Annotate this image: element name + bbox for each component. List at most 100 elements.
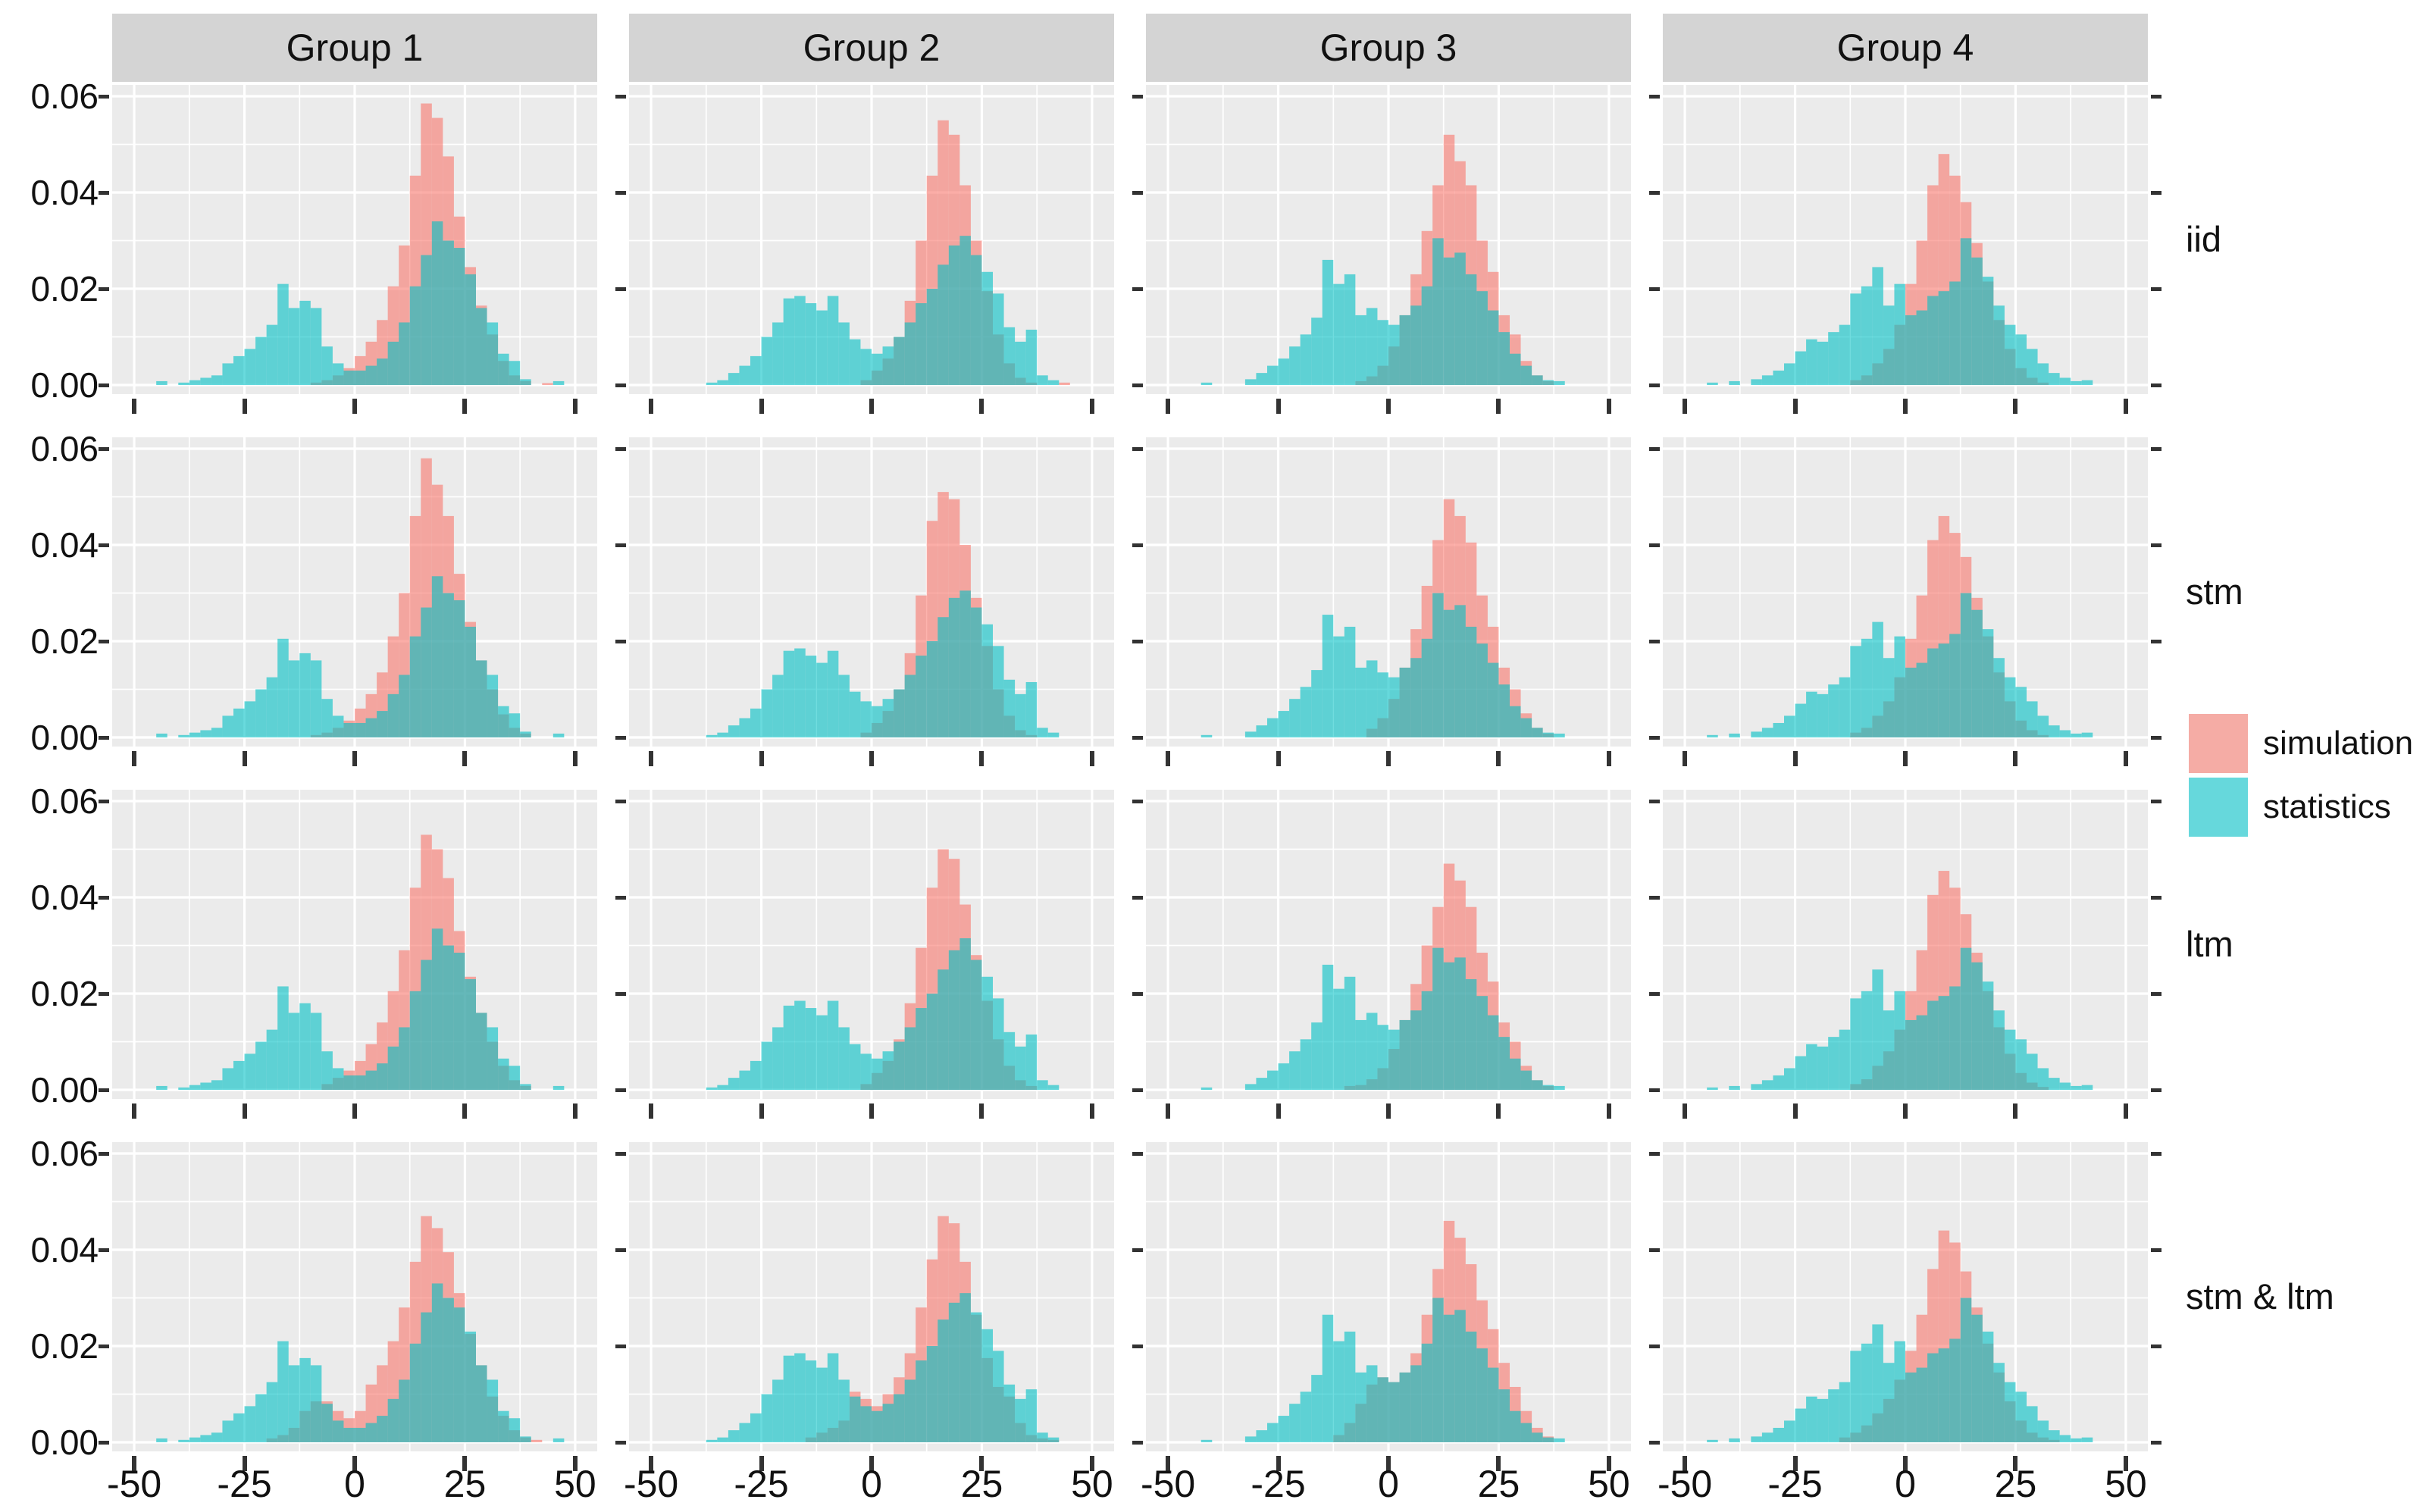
y-axis-tick <box>1132 447 1143 451</box>
y-axis-tick <box>1649 1088 1660 1092</box>
x-axis-tick <box>462 751 468 766</box>
y-axis-tick <box>99 736 109 740</box>
histogram-plot <box>629 85 1114 394</box>
y-tick-label: 0.06 <box>30 1134 99 1173</box>
histogram-plot <box>1146 1142 1631 1451</box>
legend-label-statistics: statistics <box>2263 788 2391 825</box>
y-tick-label: 0.06 <box>30 429 99 468</box>
x-axis-tick <box>869 399 874 414</box>
y-axis-tick <box>615 896 626 900</box>
x-axis-tick <box>1496 1456 1501 1471</box>
x-axis-tick <box>1386 399 1391 414</box>
x-axis-tick <box>759 1456 764 1471</box>
histogram-plot <box>1663 437 2148 747</box>
x-tick-label: 25 <box>443 1463 487 1505</box>
x-tick-label: -50 <box>1140 1463 1196 1505</box>
x-axis-tick <box>1089 1456 1094 1471</box>
y-axis-tick <box>1649 95 1660 99</box>
facet-panel-iid-group-1 <box>112 85 597 394</box>
x-axis-tick <box>1683 751 1688 766</box>
y-axis-tick <box>2151 95 2161 99</box>
x-axis-tick <box>1606 751 1611 766</box>
y-axis-tick <box>1649 287 1660 291</box>
y-tick-label: 0.04 <box>30 1230 99 1269</box>
x-axis-tick <box>352 751 357 766</box>
facet-strip-group-3: Group 3 <box>1146 14 1631 82</box>
x-axis-tick <box>462 1103 468 1119</box>
facet-panel-ltm-group-1 <box>112 790 597 1099</box>
y-axis-tick <box>1132 1441 1143 1445</box>
x-tick-label: -25 <box>734 1463 789 1505</box>
y-axis-tick <box>615 95 626 99</box>
y-tick-label: 0.02 <box>30 974 99 1013</box>
y-tick-label: 0.00 <box>30 1423 99 1462</box>
x-axis-tick <box>2123 1456 2128 1471</box>
facet-strip-label: Group 4 <box>1836 27 1974 69</box>
y-axis-tick <box>1649 447 1660 451</box>
x-axis-tick <box>1386 751 1391 766</box>
x-tick-label: -25 <box>1251 1463 1306 1505</box>
y-axis-tick <box>2151 1248 2161 1252</box>
x-axis-tick <box>1792 1456 1798 1471</box>
x-axis-tick <box>2013 399 2018 414</box>
x-axis-tick <box>242 399 247 414</box>
x-axis-tick <box>2013 1103 2018 1119</box>
facet-panel-stm-ltm-group-3 <box>1146 1142 1631 1451</box>
y-axis-tick <box>615 1441 626 1445</box>
x-axis-tick <box>979 751 984 766</box>
y-axis-tick <box>1649 1152 1660 1156</box>
y-axis-tick <box>2151 800 2161 803</box>
y-axis-tick <box>1649 992 1660 996</box>
x-axis-tick <box>2013 1456 2018 1471</box>
x-axis-tick <box>1386 1103 1391 1119</box>
y-axis-tick <box>99 383 109 387</box>
facet-strip-label: Group 2 <box>803 27 941 69</box>
facet-row-label-stm-ltm: stm & ltm <box>2186 1276 2334 1316</box>
x-axis-tick <box>1386 1456 1391 1471</box>
x-axis-tick <box>1276 1103 1281 1119</box>
y-axis-tick <box>1132 543 1143 547</box>
x-axis-tick <box>1276 399 1281 414</box>
histogram-plot <box>629 790 1114 1099</box>
x-axis-tick <box>979 399 984 414</box>
x-axis-tick <box>1166 1456 1171 1471</box>
facet-panel-ltm-group-4 <box>1663 790 2148 1099</box>
y-tick-label: 0.02 <box>30 1326 99 1366</box>
x-tick-label: -25 <box>1767 1463 1823 1505</box>
x-axis-tick <box>979 1456 984 1471</box>
y-axis-tick <box>2151 447 2161 451</box>
y-tick-label: 0.04 <box>30 878 99 917</box>
facet-strip-group-1: Group 1 <box>112 14 597 82</box>
x-axis-tick <box>759 1103 764 1119</box>
x-axis-tick <box>759 399 764 414</box>
x-axis-tick <box>1089 751 1094 766</box>
facet-panel-stm-group-4 <box>1663 437 2148 747</box>
x-axis-tick <box>132 1456 137 1471</box>
y-axis-tick <box>615 1152 626 1156</box>
x-tick-label: 50 <box>2105 1463 2147 1505</box>
facet-strip-label: Group 1 <box>286 27 424 69</box>
histogram-plot <box>112 1142 597 1451</box>
y-axis-tick <box>99 1088 109 1092</box>
y-axis-tick <box>2151 383 2161 387</box>
y-axis-tick <box>2151 1345 2161 1348</box>
x-axis-tick <box>1683 399 1688 414</box>
y-axis-tick <box>2151 640 2161 643</box>
facet-panel-stm-ltm-group-4 <box>1663 1142 2148 1451</box>
x-axis-tick <box>1792 1103 1798 1119</box>
x-axis-tick <box>1606 1456 1611 1471</box>
x-tick-label: -50 <box>106 1463 162 1505</box>
y-axis-tick <box>1649 896 1660 900</box>
x-tick-label: 50 <box>554 1463 596 1505</box>
x-axis-tick <box>869 751 874 766</box>
x-axis-tick <box>572 751 578 766</box>
x-axis-tick <box>649 399 654 414</box>
facet-panel-ltm-group-3 <box>1146 790 1631 1099</box>
x-tick-label: 0 <box>1378 1463 1399 1505</box>
y-axis-tick <box>1132 1345 1143 1348</box>
histogram-plot <box>1663 1142 2148 1451</box>
x-axis-tick <box>649 1103 654 1119</box>
y-axis-tick <box>99 191 109 195</box>
x-tick-label: -25 <box>217 1463 272 1505</box>
y-axis-tick <box>99 543 109 547</box>
